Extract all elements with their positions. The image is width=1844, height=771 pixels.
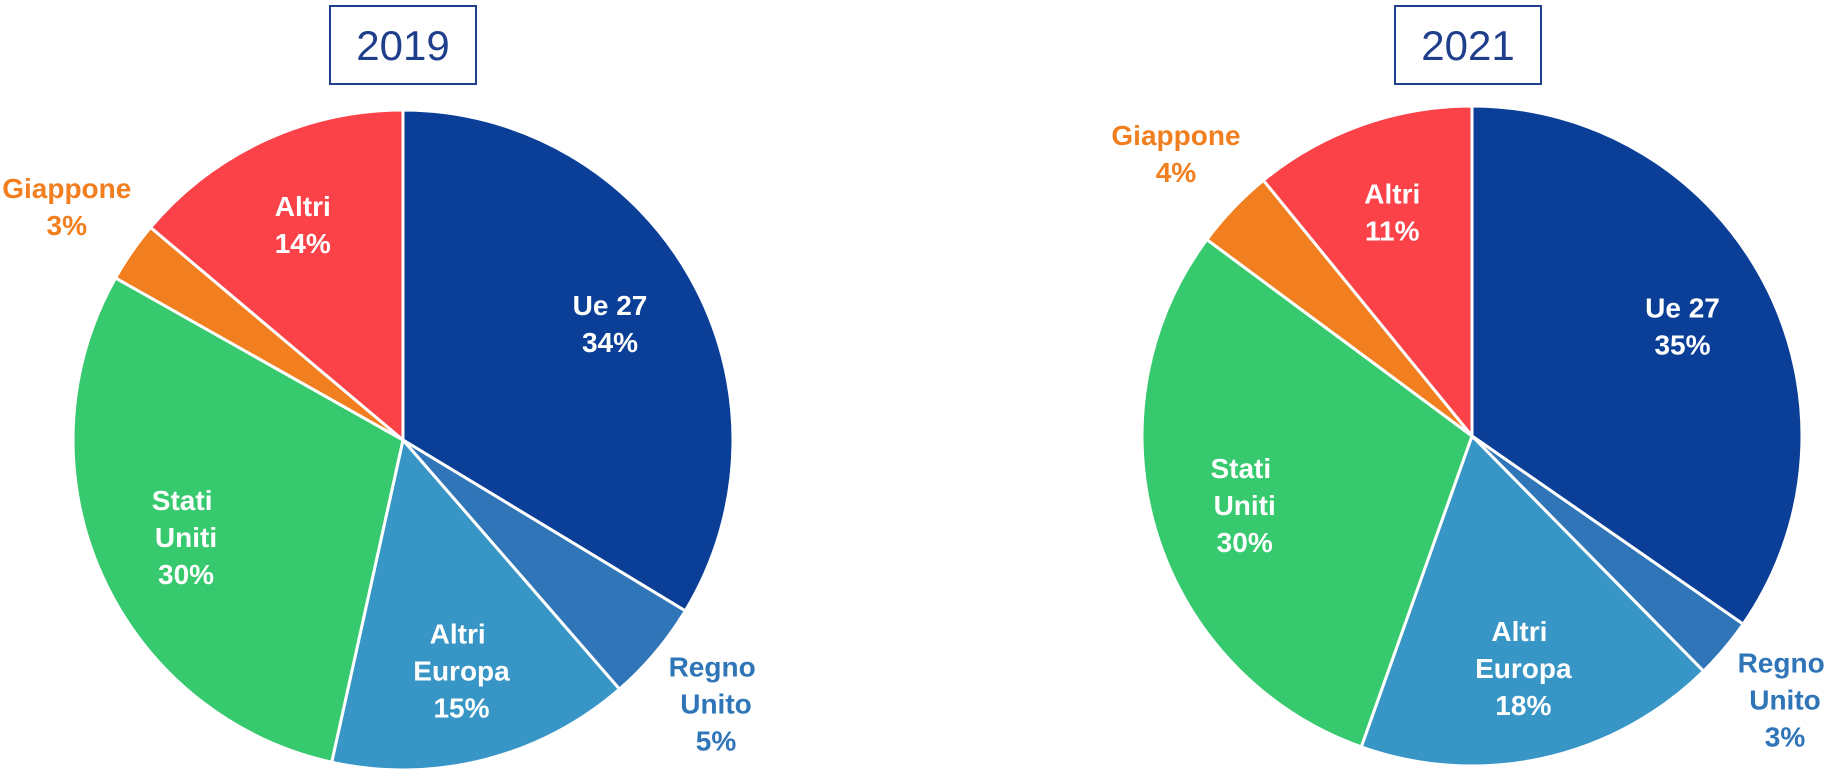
slice-label: Giappone (2, 173, 131, 204)
slice-label: Regno Unito (1738, 648, 1833, 716)
slice-value: 4% (1156, 157, 1197, 188)
slice-value: 14% (275, 228, 331, 259)
label-line: Altri (1364, 179, 1420, 210)
slice-value: 30% (1217, 527, 1273, 558)
label-line: Ue 27 (1645, 292, 1720, 323)
label-line: Regno (669, 652, 764, 683)
label-line: Ue 27 (573, 290, 648, 321)
slice-label: Ue 27 (573, 290, 648, 321)
slice-label: Altri (1364, 179, 1420, 210)
label-line: Regno (1738, 648, 1833, 679)
label-line: Unito (1749, 685, 1821, 716)
slice-value: 15% (433, 692, 489, 723)
label-line: Altri (1491, 616, 1555, 647)
slice-value: 3% (1765, 722, 1806, 753)
slice-label: Altri (275, 191, 331, 222)
label-line: Uniti (155, 522, 217, 553)
slice-label: Altri Europa (413, 618, 510, 686)
label-line: Altri (430, 618, 494, 649)
slice-value: 18% (1495, 690, 1551, 721)
slice-label: Stati Uniti (1210, 453, 1278, 521)
label-line: Europa (1475, 653, 1572, 684)
chart-title: 2019 (356, 22, 449, 69)
label-line: Uniti (1214, 490, 1276, 521)
label-line: Europa (413, 655, 510, 686)
label-line: Altri (275, 191, 331, 222)
pie-slice (329, 436, 622, 771)
slice-label: Regno Unito (669, 652, 764, 720)
pie-slice (1261, 104, 1474, 441)
title-box (1394, 5, 1542, 85)
label-line: Stati (152, 485, 220, 516)
label-line: Stati (1210, 453, 1278, 484)
chart-title: 2021 (1421, 22, 1514, 69)
pie-slice (401, 108, 735, 613)
slice-label: Giappone (1111, 120, 1240, 151)
title-box (329, 5, 477, 85)
slice-value: 3% (47, 210, 88, 241)
pie-slice (1140, 237, 1474, 749)
pie-slice (148, 108, 405, 444)
label-line: Giappone (1111, 120, 1240, 151)
pie-slice (1359, 433, 1706, 768)
label-line: Unito (680, 689, 752, 720)
pie-slice (71, 275, 405, 764)
slice-value: 34% (582, 327, 638, 358)
slice-label: Ue 27 (1645, 292, 1720, 323)
slice-value: 11% (1365, 216, 1420, 247)
slice-label: Stati Uniti (152, 485, 220, 553)
slice-label: Altri Europa (1475, 616, 1572, 684)
label-line: Giappone (2, 173, 131, 204)
slice-value: 35% (1654, 329, 1710, 360)
slice-value: 30% (158, 559, 214, 590)
pie-slice (1470, 104, 1804, 627)
slice-value: 5% (696, 726, 737, 757)
